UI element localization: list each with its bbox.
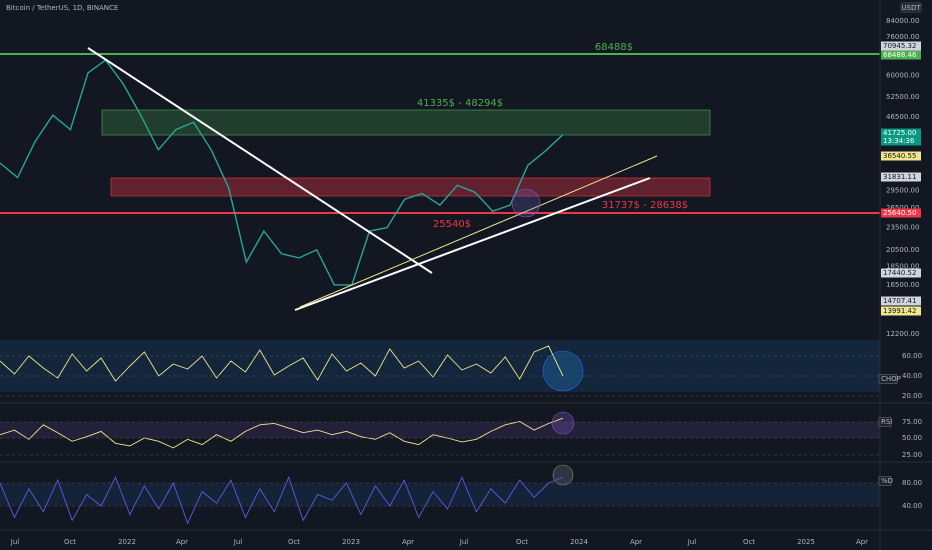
price-tag-box — [881, 306, 921, 316]
highlight-circle — [552, 464, 574, 486]
price-tag-box — [881, 128, 921, 138]
price-tag-box — [881, 268, 921, 278]
rsi-band — [0, 422, 880, 438]
highlight-circle — [542, 350, 584, 392]
price-tag-box — [881, 50, 921, 60]
price-tag: 25640.50 — [883, 209, 916, 217]
price-tick-label: 29500.00 — [886, 187, 919, 195]
price-tick-label: 52500.00 — [886, 93, 919, 101]
price-tag-box — [881, 151, 921, 161]
price-tick-label: 20500.00 — [886, 246, 919, 254]
price-tick-label: 23500.00 — [886, 224, 919, 232]
indicator-line — [0, 345, 564, 382]
indicator-tick-label: 50.00 — [902, 434, 922, 442]
currency-box — [900, 2, 922, 13]
time-tick-label: 2022 — [118, 538, 136, 546]
price-tag-box — [881, 296, 921, 306]
stoch-band — [0, 483, 880, 506]
red-zone — [110, 177, 711, 197]
time-tick-label: 2025 — [797, 538, 815, 546]
time-tick-label: Jul — [233, 538, 243, 546]
price-line — [0, 59, 564, 286]
price-tag: 41725.00 — [883, 129, 916, 137]
price-tag-box — [881, 41, 921, 51]
indicator-tick-label: 60.00 — [902, 352, 922, 360]
time-tick-label: Jul — [10, 538, 20, 546]
time-tick-label: Apr — [630, 538, 642, 546]
time-tick-label: 2023 — [342, 538, 360, 546]
price-tag: 31831.11 — [883, 173, 916, 181]
price-tick-label: 84000.00 — [886, 17, 919, 25]
price-tick-label: 26500.00 — [886, 204, 919, 212]
indicator-line — [0, 417, 564, 449]
price-tag-box — [881, 208, 921, 218]
indicator-line — [0, 475, 564, 525]
indicator-tick-label: 75.00 — [902, 418, 922, 426]
trendline — [294, 177, 651, 311]
time-tick-label: Oct — [64, 538, 76, 546]
price-tag-box — [881, 172, 921, 182]
indicator-tick-label: 20.00 — [902, 392, 922, 400]
price-tag: 68488.46 — [883, 51, 917, 59]
time-tick-label: Apr — [402, 538, 414, 546]
indicator-name: RSI — [881, 418, 892, 426]
highlight-circle — [511, 188, 541, 218]
indicator-tag-box — [878, 374, 898, 384]
time-tick-label: Oct — [516, 538, 528, 546]
annotation: 41335$ - 48294$ — [417, 98, 503, 109]
highlight-circle — [551, 411, 575, 435]
indicator-tick-label: 80.00 — [902, 479, 922, 487]
indicator-tick-label: 40.00 — [902, 372, 922, 380]
time-tick-label: Oct — [743, 538, 755, 546]
annotation: 25540$ — [433, 219, 471, 230]
indicator-name: %D — [881, 477, 893, 485]
trendline — [299, 155, 658, 308]
price-tag: 36540.55 — [883, 152, 916, 160]
time-tick-label: Apr — [856, 538, 868, 546]
time-tick-label: Oct — [288, 538, 300, 546]
price-tick-label: 46500.00 — [886, 113, 919, 121]
price-tag: 13991.42 — [883, 307, 916, 315]
time-tick-label: Jul — [459, 538, 469, 546]
symbol-title: Bitcoin / TetherUS, 1D, BINANCE — [6, 4, 118, 12]
price-tick-label: 18500.00 — [886, 262, 919, 270]
price-tick-label: 12200.00 — [886, 330, 919, 338]
indicator-name: CHOP — [881, 375, 901, 383]
price-tick-label: 76000.00 — [886, 33, 919, 41]
price-tag: 17440.52 — [883, 269, 916, 277]
price-tag-box — [881, 136, 921, 146]
indicator-tick-label: 40.00 — [902, 502, 922, 510]
price-tag: 14707.41 — [883, 297, 916, 305]
price-tag: 70945.32 — [883, 42, 916, 50]
trendline — [87, 47, 433, 274]
price-tick-label: 60000.00 — [886, 72, 919, 80]
indicator-tag-box — [878, 476, 892, 486]
annotation: 68488$ — [595, 42, 633, 53]
annotation: 31737$ - 28638$ — [602, 200, 688, 211]
indicator-tag-box — [878, 417, 892, 427]
time-tick-label: Apr — [176, 538, 188, 546]
time-tick-label: Jul — [687, 538, 697, 546]
price-tag: 13:34:36 — [883, 137, 915, 145]
price-tick-label: 16500.00 — [886, 281, 919, 289]
time-tick-label: 2024 — [570, 538, 588, 546]
indicator-tick-label: 25.00 — [902, 451, 922, 459]
currency: USDT — [901, 4, 921, 12]
